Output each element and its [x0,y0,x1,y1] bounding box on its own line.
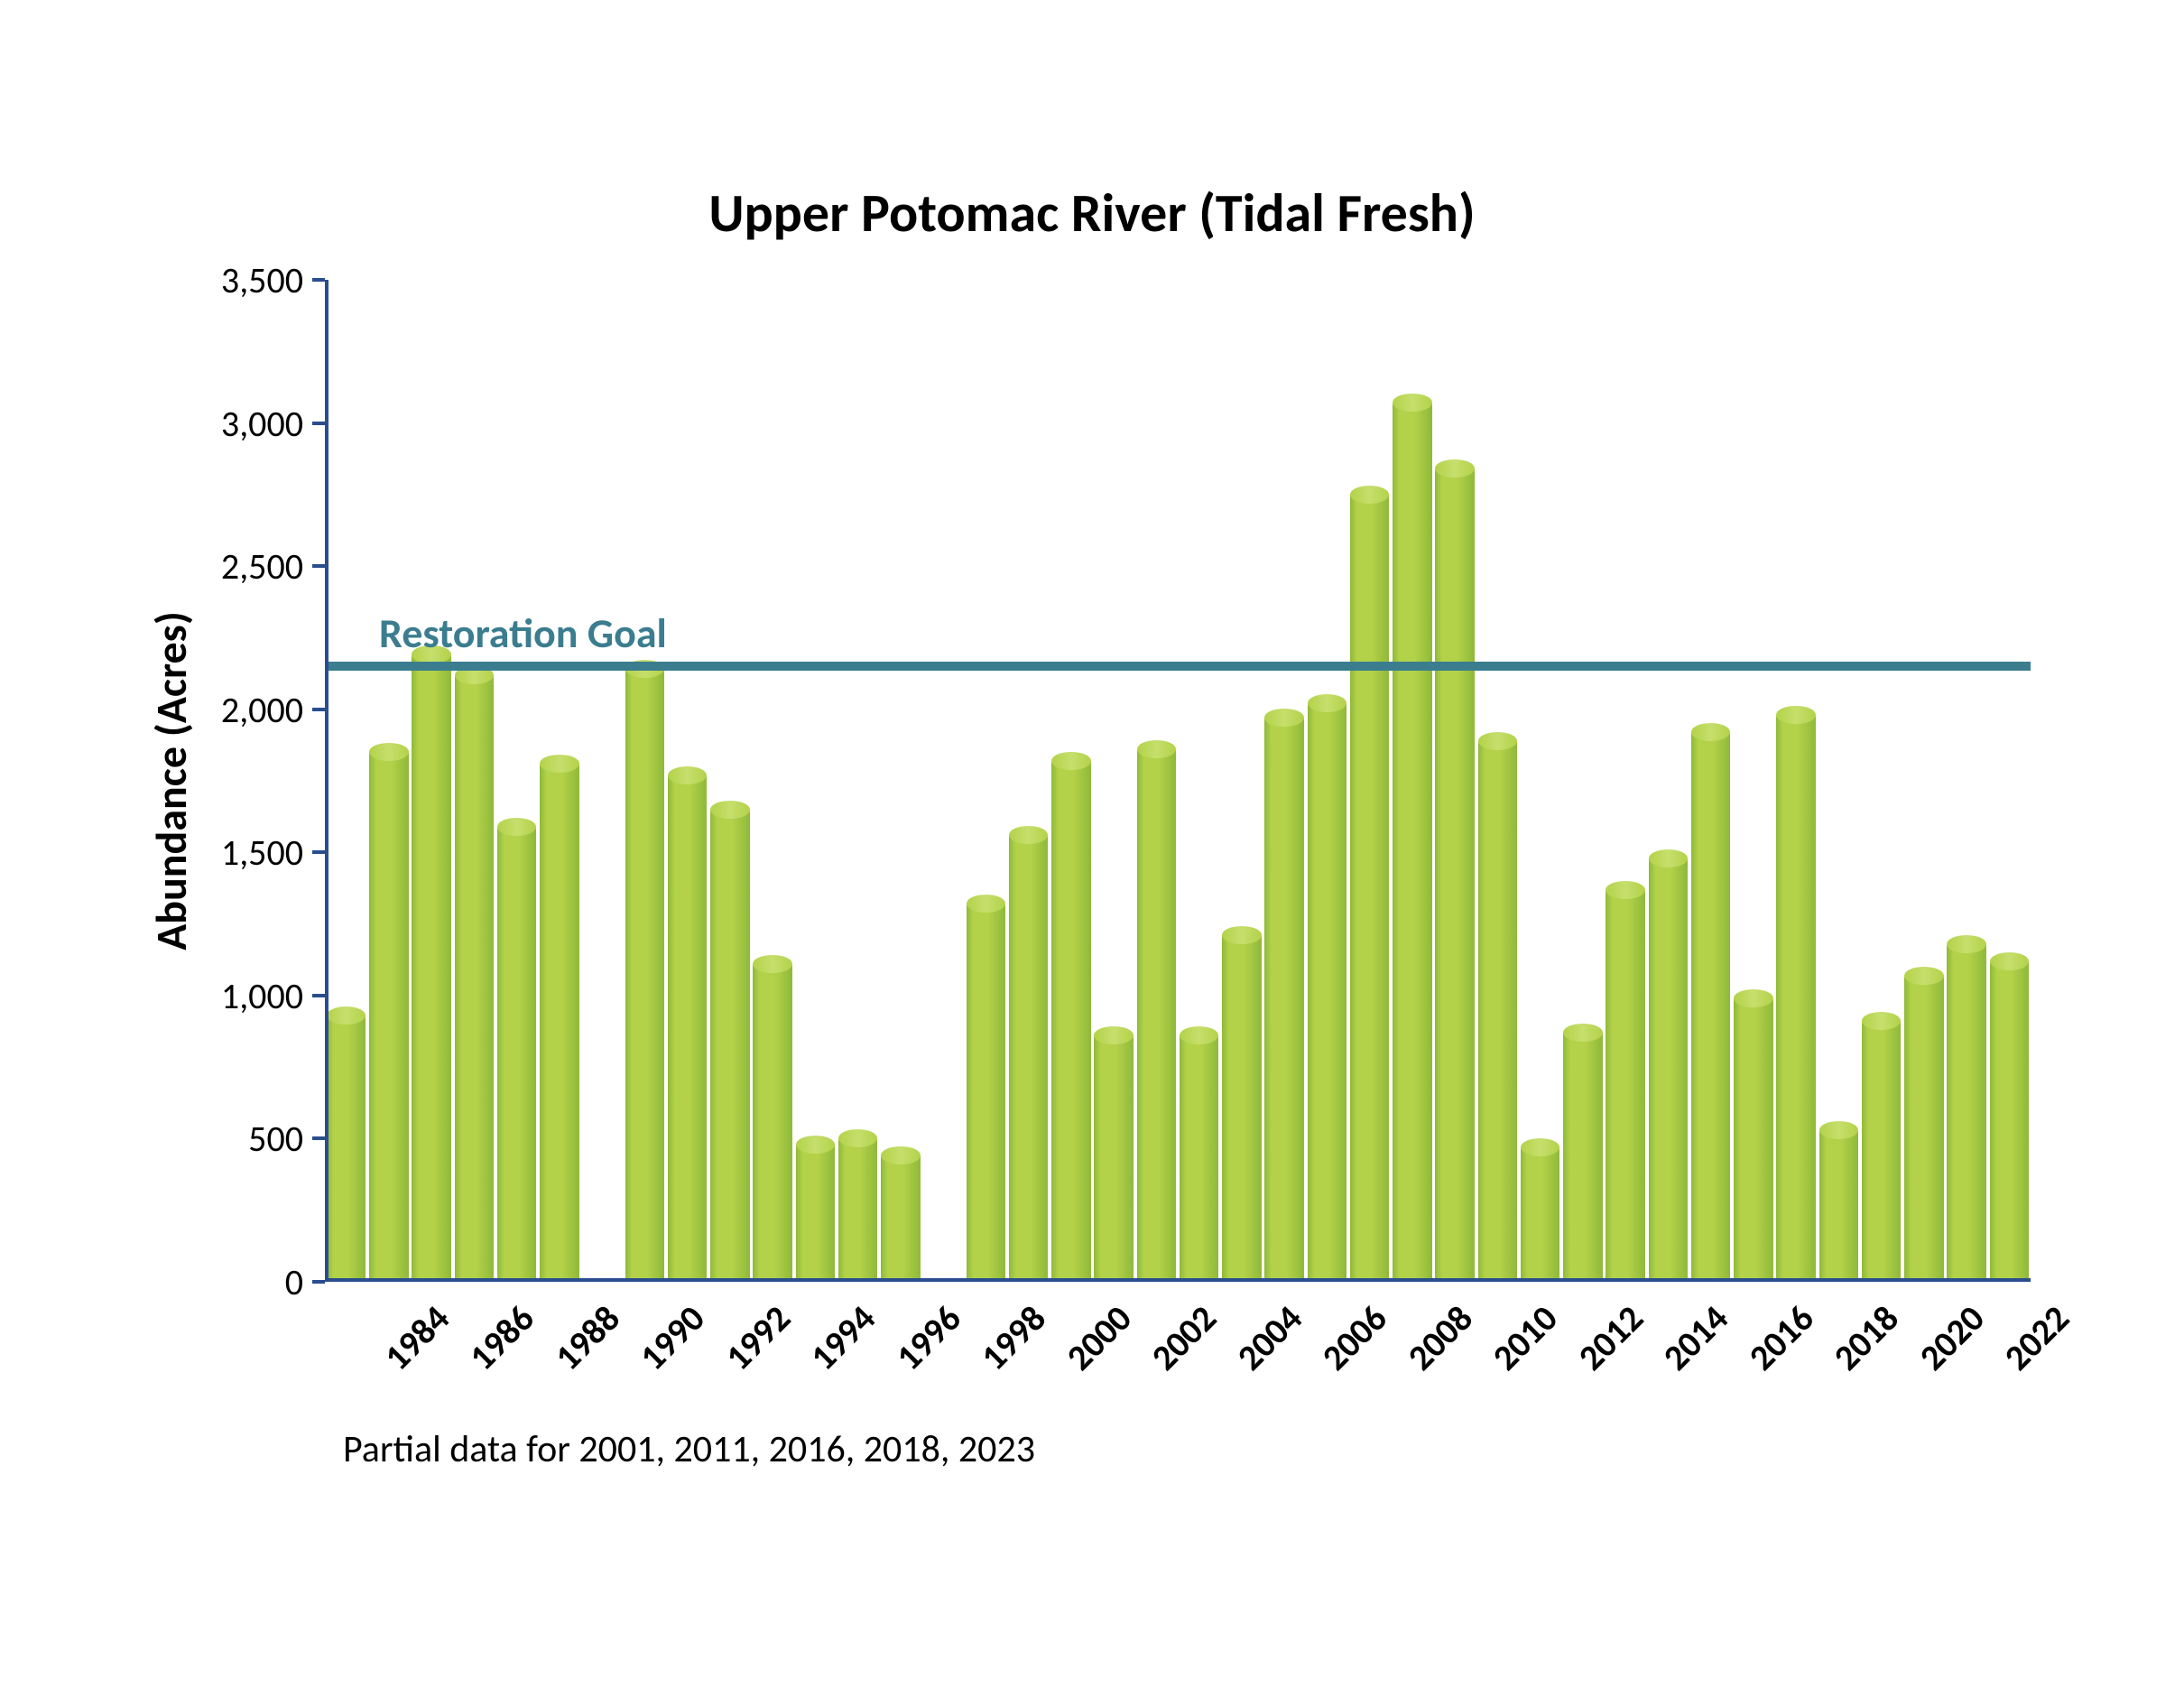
bar [1904,976,1943,1282]
bar [1819,1130,1858,1282]
restoration-goal-line [325,662,2031,671]
restoration-goal-label: Restoration Goal [379,608,667,659]
bar [1393,403,1431,1282]
bar [1947,944,1985,1282]
bar [1649,858,1688,1282]
y-tick-mark [312,994,325,997]
bar [1990,961,2029,1282]
y-tick-mark [312,1280,325,1284]
x-tick-label: 1984 [375,1296,458,1379]
x-tick-label: 2002 [1143,1296,1226,1379]
plot-area: Restoration Goal 05001,0001,5002,0002,50… [325,280,2031,1282]
x-tick-label: 1996 [886,1296,969,1379]
bar [625,669,664,1282]
x-tick-label: 1986 [460,1296,543,1379]
x-tick-label: 2008 [1398,1296,1481,1379]
bar [1606,890,1644,1282]
bar [1350,495,1389,1282]
x-tick-label: 1990 [631,1296,714,1379]
y-tick-mark [312,850,325,854]
bar [1521,1147,1559,1282]
x-tick-label: 2020 [1910,1296,1993,1379]
y-tick-label: 3,000 [177,402,303,446]
bar [881,1155,920,1282]
y-tick-label: 2,000 [177,688,303,732]
y-tick-label: 500 [177,1117,303,1161]
x-tick-label: 2000 [1057,1296,1140,1379]
bar [668,775,707,1282]
bar [1009,835,1048,1282]
y-tick-label: 1,500 [177,830,303,875]
chart-footnote: Partial data for 2001, 2011, 2016, 2018,… [343,1426,1035,1472]
bar [1734,998,1772,1282]
bar [1862,1021,1901,1282]
y-tick-mark [312,708,325,711]
x-tick-label: 2010 [1484,1296,1567,1379]
x-tick-label: 1988 [545,1296,628,1379]
y-tick-mark [312,278,325,282]
x-tick-label: 2004 [1227,1296,1310,1379]
bar [967,904,1005,1282]
y-tick-mark [312,1136,325,1140]
y-axis-line [325,280,329,1282]
bar [1137,749,1176,1282]
bar [1563,1033,1602,1282]
bar [796,1145,835,1282]
y-tick-label: 0 [177,1260,303,1304]
bar [838,1138,877,1282]
bar [710,810,749,1282]
x-tick-label: 2006 [1313,1296,1396,1379]
x-tick-label: 2018 [1825,1296,1908,1379]
y-tick-mark [312,422,325,425]
x-tick-label: 1994 [801,1296,884,1379]
x-axis-line [325,1278,2031,1282]
bar [1435,468,1474,1282]
y-tick-mark [312,564,325,568]
bar [1051,761,1090,1282]
bar [1691,732,1730,1282]
bar [455,675,494,1282]
bar [540,764,578,1282]
y-tick-label: 3,500 [177,258,303,302]
y-tick-label: 1,000 [177,974,303,1018]
bar [1478,741,1517,1282]
bar [327,1016,366,1282]
x-tick-label: 2016 [1739,1296,1822,1379]
x-tick-label: 2012 [1569,1296,1652,1379]
bar [1222,935,1261,1282]
chart-title: Upper Potomac River (Tidal Fresh) [0,181,2184,246]
bar [1094,1035,1133,1282]
bar [1180,1035,1218,1282]
bar [412,654,450,1282]
bar [497,827,536,1282]
bar [1776,715,1815,1282]
bar [369,752,408,1282]
x-tick-label: 2022 [1995,1296,2078,1379]
bar [753,964,791,1282]
y-tick-label: 2,500 [177,544,303,589]
x-tick-label: 1992 [716,1296,799,1379]
x-tick-label: 1998 [972,1296,1055,1379]
x-tick-label: 2014 [1654,1296,1737,1379]
bar [1308,703,1346,1282]
bar [1264,718,1303,1282]
